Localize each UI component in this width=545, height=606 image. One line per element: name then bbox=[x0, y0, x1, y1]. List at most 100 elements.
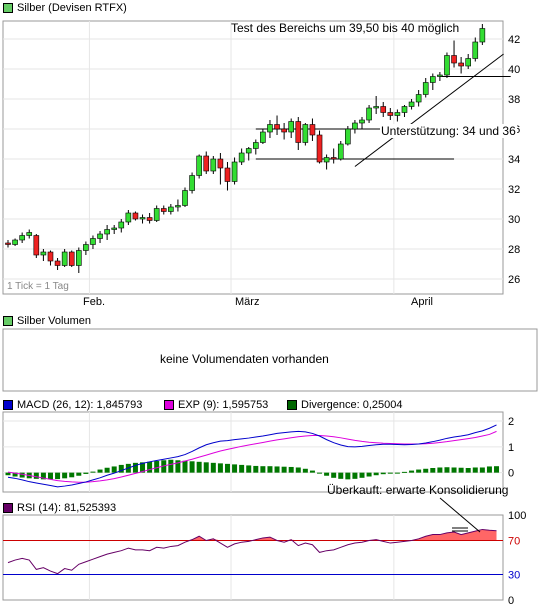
macd-panel bbox=[2, 411, 504, 493]
candle-up bbox=[373, 106, 379, 109]
candle-down bbox=[274, 124, 280, 130]
divergence-bar bbox=[161, 460, 167, 473]
divergence-bar bbox=[260, 466, 266, 473]
candle-up bbox=[175, 205, 181, 208]
price-y-tick-32: 32 bbox=[508, 184, 520, 196]
candle-up bbox=[83, 244, 89, 251]
divergence-bar bbox=[147, 461, 153, 473]
divergence-bar bbox=[5, 472, 11, 476]
candle-down bbox=[458, 62, 464, 67]
divergence-bar bbox=[317, 472, 323, 474]
macd-y-tick-0: 0 bbox=[508, 468, 514, 480]
divergence-bar bbox=[394, 472, 400, 474]
divergence-bar bbox=[246, 465, 252, 473]
candle-up bbox=[260, 131, 266, 143]
candle-up bbox=[19, 235, 25, 241]
macd-y-tick-2: 2 bbox=[508, 416, 514, 428]
divergence-bar bbox=[104, 467, 110, 473]
price-y-tick-40: 40 bbox=[508, 64, 520, 76]
divergence-bar bbox=[401, 471, 407, 473]
divergence-bar bbox=[182, 460, 188, 473]
divergence-bar bbox=[69, 472, 75, 478]
candle-down bbox=[224, 167, 231, 182]
price-y-tick-38: 38 bbox=[508, 94, 520, 106]
divergence-bar bbox=[154, 461, 160, 473]
candle-up bbox=[337, 143, 344, 160]
divergence-bar bbox=[40, 472, 46, 480]
divergence-bar bbox=[62, 472, 68, 479]
candle-up bbox=[90, 238, 96, 245]
candle-down bbox=[451, 55, 457, 64]
divergence-bar bbox=[132, 462, 138, 473]
divergence-bar bbox=[302, 468, 308, 473]
candle-down bbox=[380, 106, 387, 113]
macd-legend-label: MACD (26, 12): 1,845793 bbox=[17, 399, 143, 411]
tick-footnote: 1 Tick = 1 Tag bbox=[7, 281, 69, 292]
rsi-panel bbox=[2, 514, 504, 601]
candle-up bbox=[238, 152, 245, 163]
candle-down bbox=[217, 158, 224, 169]
divergence-bar bbox=[437, 467, 443, 473]
macd-y-tick-1: 1 bbox=[508, 442, 514, 454]
candle-up bbox=[323, 157, 330, 163]
candle-down bbox=[309, 124, 316, 136]
divergence-bar bbox=[416, 469, 422, 473]
candle-down bbox=[160, 208, 167, 212]
divergence-bar bbox=[373, 472, 379, 476]
candle-up bbox=[472, 41, 479, 59]
macd-legend-div: Divergence: 0,25004 bbox=[287, 399, 403, 411]
divergence-bar bbox=[486, 466, 492, 473]
candle-up bbox=[479, 28, 486, 43]
price-annotation-support: Unterstützung: 34 und 36 bbox=[380, 124, 517, 138]
divergence-bar bbox=[387, 472, 393, 474]
divergence-bar bbox=[479, 467, 485, 473]
candle-up bbox=[288, 121, 295, 133]
divergence-bar bbox=[97, 469, 103, 473]
rsi-line bbox=[7, 528, 497, 575]
divergence-bar bbox=[210, 462, 216, 473]
candle-up bbox=[302, 124, 309, 143]
candle-down bbox=[5, 242, 11, 245]
macd-legend-exp: EXP (9): 1,595753 bbox=[164, 399, 268, 411]
divergence-bar bbox=[345, 472, 351, 480]
price-y-tick-28: 28 bbox=[508, 244, 520, 256]
x-label-april: April bbox=[411, 296, 434, 308]
candle-up bbox=[210, 158, 217, 172]
divergence-bar bbox=[465, 468, 471, 473]
divergence-bar bbox=[281, 466, 287, 473]
candle-down bbox=[203, 155, 210, 172]
divergence-bar bbox=[33, 472, 39, 479]
divergence-bar bbox=[111, 466, 117, 473]
candle-up bbox=[345, 128, 351, 145]
candle-up bbox=[401, 106, 408, 113]
exp-legend-label: EXP (9): 1,595753 bbox=[178, 399, 269, 411]
price-y-tick-42: 42 bbox=[508, 34, 520, 46]
candle-up bbox=[245, 148, 252, 154]
divergence-bar bbox=[196, 461, 202, 473]
div-legend-label: Divergence: 0,25004 bbox=[301, 399, 403, 411]
candle-up bbox=[182, 190, 188, 206]
exp-legend-swatch bbox=[164, 400, 174, 410]
rsi-y-tick-100: 100 bbox=[508, 510, 526, 522]
candle-up bbox=[61, 251, 68, 266]
div-legend-swatch bbox=[287, 400, 297, 410]
candle-down bbox=[68, 251, 75, 266]
candle-up bbox=[153, 208, 160, 221]
candle-down bbox=[146, 217, 153, 221]
divergence-bar bbox=[239, 464, 245, 473]
candle-up bbox=[394, 112, 401, 116]
candle-up bbox=[26, 232, 33, 236]
divergence-bar bbox=[217, 463, 223, 473]
volume-panel bbox=[2, 328, 538, 392]
divergence-bar bbox=[168, 459, 174, 473]
divergence-bar bbox=[338, 472, 344, 479]
macd-line bbox=[7, 424, 497, 488]
divergence-bar bbox=[55, 472, 61, 480]
candle-down bbox=[47, 251, 54, 262]
price-title: Silber (Devisen RTFX) bbox=[17, 2, 127, 14]
rsi-annotation-arrow bbox=[439, 497, 481, 533]
macd-legend-swatch bbox=[3, 400, 13, 410]
candle-down bbox=[330, 157, 337, 160]
divergence-bar bbox=[232, 464, 238, 473]
